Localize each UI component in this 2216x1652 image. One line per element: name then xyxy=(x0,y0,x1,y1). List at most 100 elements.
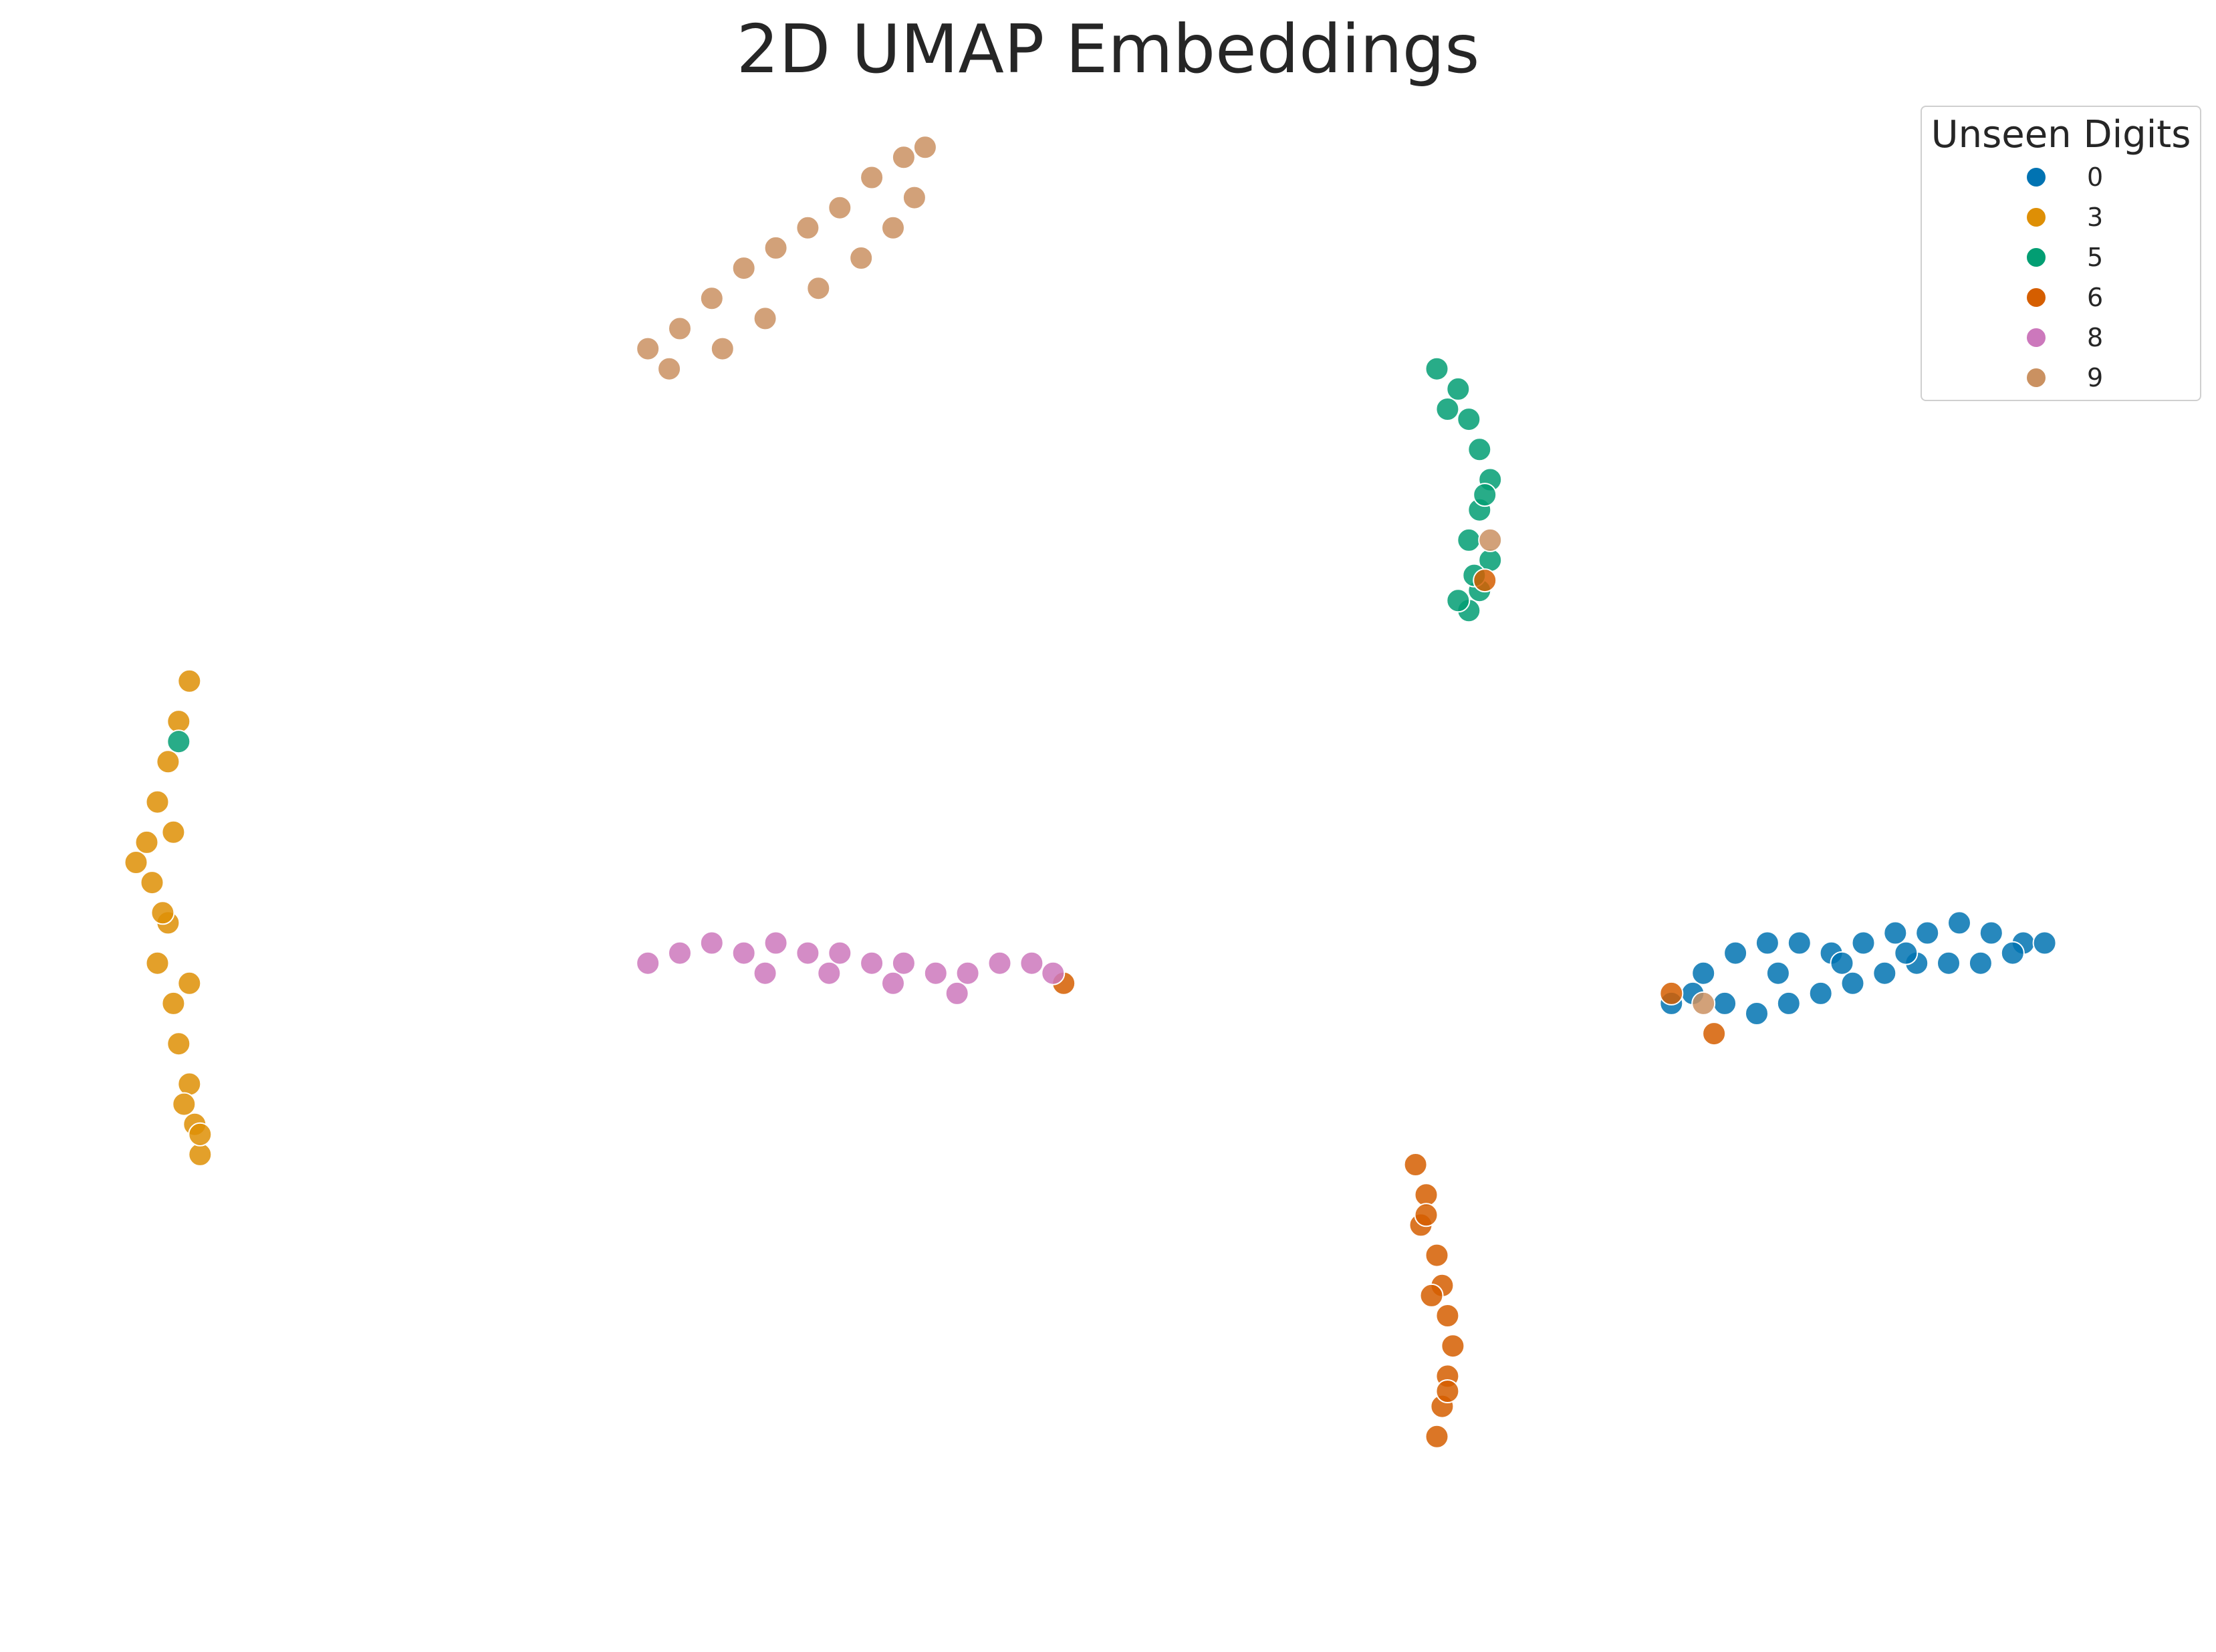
point-digit-6-6 xyxy=(1441,1334,1465,1359)
point-digit-3-14 xyxy=(161,820,186,844)
legend-marker-9 xyxy=(2025,367,2047,389)
legend-entry-9: 9 xyxy=(1922,358,2200,398)
point-digit-6-10 xyxy=(1414,1203,1439,1227)
point-digit-0-17 xyxy=(1840,971,1865,995)
point-digit-3-15 xyxy=(150,901,175,925)
point-digit-5-2 xyxy=(1457,407,1481,432)
point-digit-0-3 xyxy=(1755,931,1779,955)
point-digit-8-15 xyxy=(817,961,842,985)
point-digit-0-22 xyxy=(2000,941,2025,965)
point-digit-9-1 xyxy=(668,316,692,341)
point-digit-0-6 xyxy=(1851,931,1876,955)
legend-label-6: 6 xyxy=(2087,283,2104,313)
point-digit-9-6 xyxy=(828,195,852,220)
point-digit-9-8 xyxy=(891,145,916,170)
point-digit-8-3 xyxy=(731,941,756,965)
point-digit-6-11 xyxy=(1419,1283,1444,1308)
point-digit-3-5 xyxy=(140,870,164,895)
legend-marker-6 xyxy=(2025,287,2047,309)
point-digit-8-16 xyxy=(881,971,905,995)
point-digit-8-13 xyxy=(1041,961,1066,985)
legend: Unseen Digits 0 3 5 6 8 9 xyxy=(1921,106,2201,401)
legend-marker-5 xyxy=(2025,247,2047,269)
point-digit-8-12 xyxy=(1019,951,1044,975)
point-digit-5-1 xyxy=(1446,376,1471,401)
point-digit-9-18 xyxy=(1478,527,1503,552)
point-digit-3-9 xyxy=(166,1032,191,1056)
point-digit-6-0 xyxy=(1403,1153,1428,1177)
point-digit-8-7 xyxy=(860,951,884,975)
point-digit-3-13 xyxy=(124,850,148,874)
legend-entry-5: 5 xyxy=(1922,237,2200,277)
point-digit-6-13 xyxy=(1473,568,1497,593)
point-digit-3-10 xyxy=(177,1072,202,1096)
point-digit-6-5 xyxy=(1435,1304,1460,1328)
point-digit-5-10 xyxy=(1435,397,1460,421)
point-digit-5-11 xyxy=(1473,483,1497,507)
point-digit-5-6 xyxy=(1457,527,1481,552)
point-digit-8-10 xyxy=(955,961,980,985)
point-digit-0-26 xyxy=(1894,941,1919,965)
legend-entry-8: 8 xyxy=(1922,318,2200,358)
point-digit-8-1 xyxy=(668,941,692,965)
point-digit-9-12 xyxy=(753,306,777,331)
legend-label-3: 3 xyxy=(2087,203,2104,233)
point-digit-6-12 xyxy=(1435,1379,1460,1403)
legend-title: Unseen Digits xyxy=(1931,113,2191,156)
point-digit-9-5 xyxy=(795,215,820,240)
legend-entry-6: 6 xyxy=(1922,277,2200,318)
point-digit-0-25 xyxy=(1830,951,1854,975)
point-digit-9-3 xyxy=(731,256,756,281)
point-digit-9-17 xyxy=(1691,991,1716,1016)
point-digit-9-16 xyxy=(902,185,927,210)
point-digit-3-12 xyxy=(188,1142,213,1167)
point-digit-6-1 xyxy=(1414,1183,1439,1207)
point-digit-9-4 xyxy=(763,235,788,260)
point-digit-0-18 xyxy=(1872,961,1897,985)
point-digit-0-23 xyxy=(2032,931,2057,955)
point-digit-3-2 xyxy=(156,749,180,774)
point-digit-8-9 xyxy=(923,961,948,985)
point-digit-8-17 xyxy=(945,981,969,1006)
point-digit-5-0 xyxy=(1425,356,1449,381)
point-digit-8-11 xyxy=(987,951,1012,975)
point-digit-9-14 xyxy=(849,246,874,270)
point-digit-0-24 xyxy=(1765,961,1790,985)
point-digit-8-0 xyxy=(636,951,660,975)
point-digit-9-11 xyxy=(710,336,735,361)
point-digit-0-1 xyxy=(1691,961,1716,985)
point-digit-0-13 xyxy=(1713,991,1737,1016)
point-digit-0-2 xyxy=(1723,941,1748,965)
point-digit-3-0 xyxy=(177,669,202,693)
points-layer xyxy=(124,135,2057,1449)
legend-label-5: 5 xyxy=(2087,243,2104,273)
point-digit-3-4 xyxy=(134,830,159,854)
point-digit-3-18 xyxy=(188,1122,213,1147)
point-digit-8-5 xyxy=(795,941,820,965)
point-digit-8-2 xyxy=(699,931,724,955)
legend-label-8: 8 xyxy=(2087,323,2104,353)
point-digit-0-8 xyxy=(1915,921,1940,945)
point-digit-8-14 xyxy=(753,961,777,985)
point-digit-8-6 xyxy=(828,941,852,965)
point-digit-6-9 xyxy=(1425,1424,1449,1449)
legend-marker-0 xyxy=(2025,166,2047,189)
point-digit-5-3 xyxy=(1467,437,1492,462)
legend-marker-8 xyxy=(2025,327,2047,349)
point-digit-9-0 xyxy=(636,336,660,361)
point-digit-5-13 xyxy=(166,729,191,754)
point-digit-9-2 xyxy=(699,286,724,311)
point-digit-3-8 xyxy=(161,991,186,1016)
point-digit-6-15 xyxy=(1702,1022,1727,1046)
legend-entry-3: 3 xyxy=(1922,197,2200,237)
point-digit-6-14 xyxy=(1659,981,1684,1006)
point-digit-5-14 xyxy=(1446,588,1471,613)
point-digit-9-7 xyxy=(860,165,884,190)
point-digit-9-13 xyxy=(806,276,831,301)
legend-label-9: 9 xyxy=(2087,363,2104,393)
point-digit-0-7 xyxy=(1883,921,1908,945)
point-digit-9-10 xyxy=(657,356,682,381)
point-digit-0-16 xyxy=(1808,981,1833,1006)
point-digit-9-15 xyxy=(881,215,905,240)
